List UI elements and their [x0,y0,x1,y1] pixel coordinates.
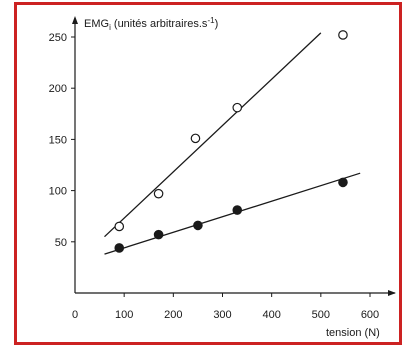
x-tick-label: 100 [115,309,133,321]
open-point-2 [153,188,164,199]
fit-lines-group [104,32,361,255]
data-points-group [114,30,348,253]
y-tick-label: 50 [55,237,67,249]
y-tick-label: 250 [49,32,67,44]
filled-point-1 [114,243,125,253]
y-tick-label: 100 [49,186,67,198]
filled-point-5 [338,177,348,188]
x-tick-label: 0 [72,309,78,321]
y-axis-arrow [72,16,78,24]
filled-point-2 [153,229,164,240]
chart-frame [14,2,402,345]
x-axis-arrow [388,290,396,296]
fit-line-series-1 [104,32,322,238]
open-point-4 [232,102,243,113]
x-tick-label: 600 [361,309,379,321]
filled-point-3 [193,220,203,231]
open-point-1 [114,221,125,232]
x-tick-label: 200 [164,309,182,321]
x-tick-label: 400 [262,309,280,321]
y-tick-label: 200 [49,83,67,95]
y-tick-label: 150 [49,134,67,146]
x-axis-label: tension (N) [326,327,380,339]
x-tick-label: 300 [213,309,231,321]
fit-line-series-2 [104,172,361,255]
open-point-5 [338,30,348,40]
axes-group: 0 100 200 300 400 500 600 50 100 150 200 250 [49,16,396,321]
x-tick-label: 500 [312,309,330,321]
y-axis-label: EMGi (unités arbitraires.s-1) [84,16,218,32]
filled-point-4 [232,205,243,215]
open-point-3 [190,133,201,144]
